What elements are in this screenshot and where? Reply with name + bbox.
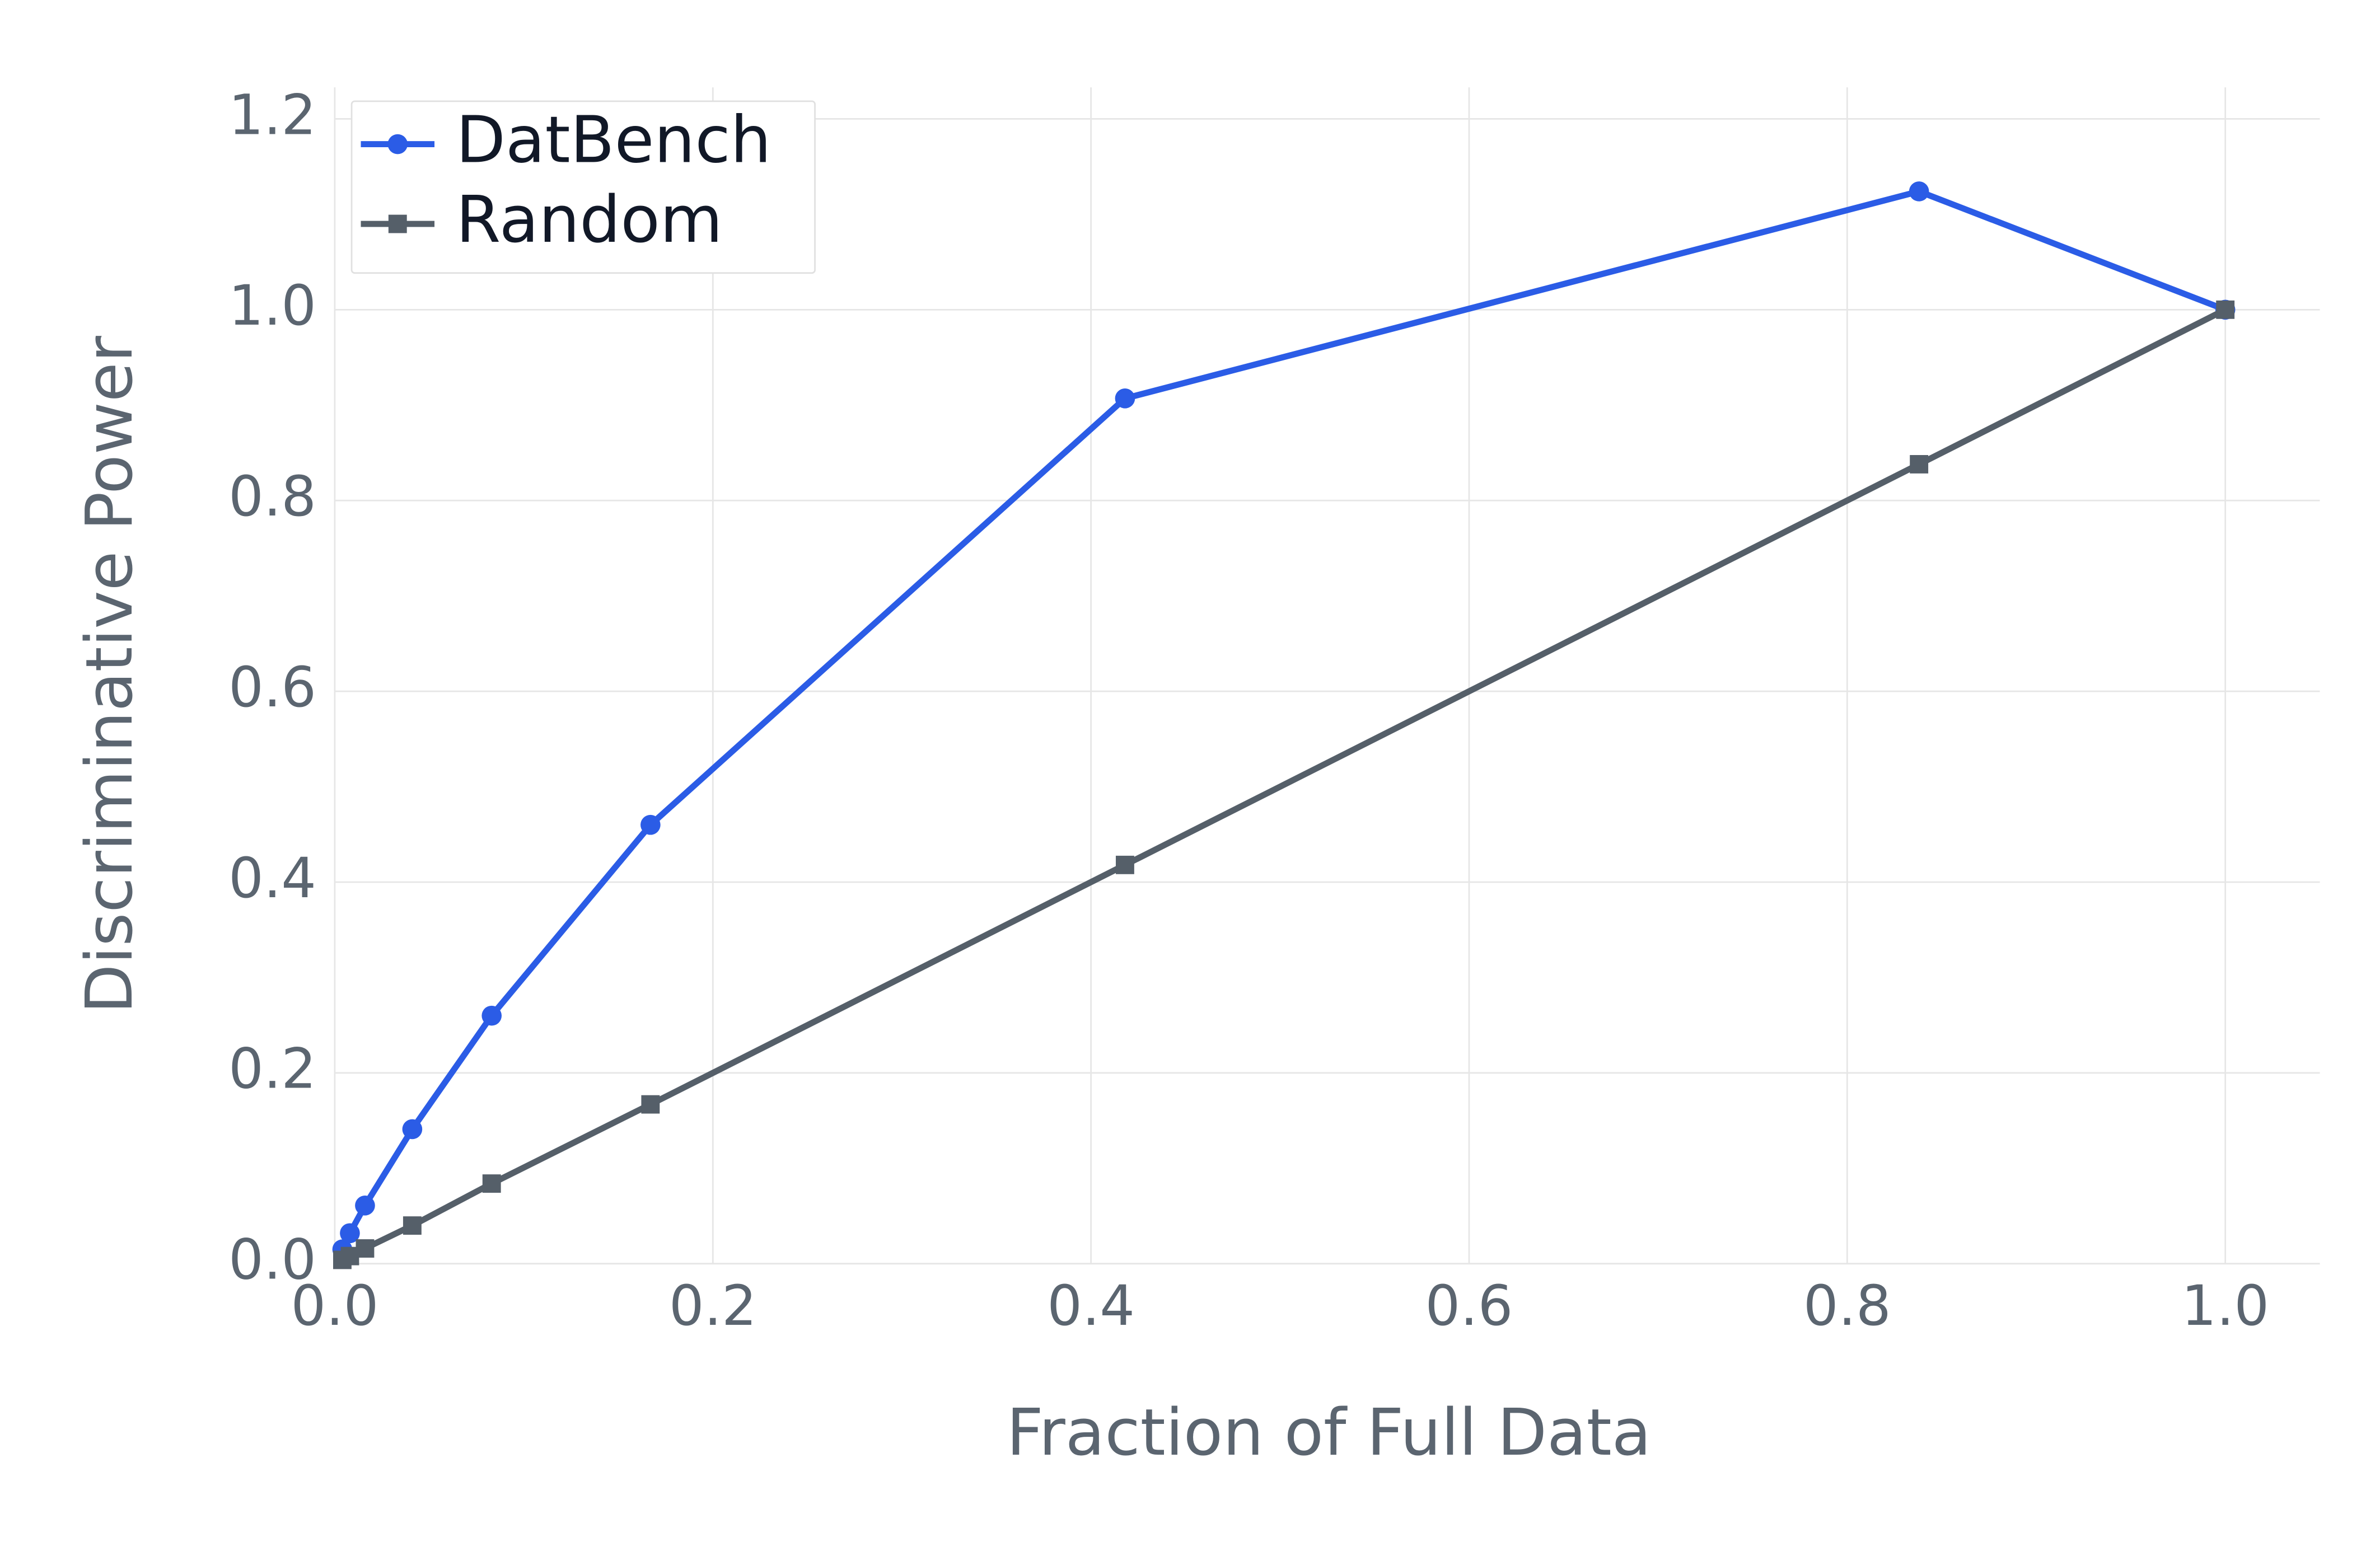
data-point [1910, 455, 1929, 474]
y-tick-label: 0.6 [228, 655, 316, 720]
x-tick-label: 0.8 [1803, 1274, 1891, 1338]
x-tick-label: 0.0 [291, 1274, 378, 1338]
series-line [340, 307, 2227, 1263]
data-point [356, 1239, 375, 1258]
x-tick-label: 0.2 [669, 1274, 757, 1338]
legend-marker [388, 214, 407, 233]
data-point [1115, 388, 1135, 409]
x-axis-label: Fraction of Full Data [1007, 1395, 1652, 1470]
legend-marker [387, 134, 408, 154]
data-point [2216, 300, 2235, 319]
data-point [1115, 855, 1134, 874]
data-point [403, 1216, 422, 1235]
data-point [1909, 181, 1929, 201]
y-axis-label: Discriminative Power [72, 335, 147, 1014]
y-tick-label: 0.0 [228, 1228, 316, 1292]
x-tick-label: 0.4 [1047, 1274, 1135, 1338]
y-tick-label: 0.8 [228, 465, 316, 529]
legend-label: DatBench [456, 102, 771, 177]
y-tick-label: 1.2 [228, 83, 316, 147]
legend-label: Random [456, 182, 722, 257]
y-tick-label: 0.2 [228, 1037, 316, 1102]
data-point [641, 1095, 660, 1114]
data-point [640, 814, 661, 835]
y-tick-label: 1.0 [228, 274, 316, 338]
x-tick-label: 0.6 [1425, 1274, 1513, 1338]
data-point [481, 1005, 502, 1026]
data-point [340, 1223, 360, 1244]
y-tick-label: 0.4 [228, 846, 316, 911]
data-point [482, 1174, 501, 1193]
data-point [402, 1119, 423, 1140]
series-line [339, 188, 2227, 1251]
data-point [355, 1196, 375, 1216]
legend-box [350, 100, 816, 274]
x-tick-label: 1.0 [2181, 1274, 2269, 1338]
